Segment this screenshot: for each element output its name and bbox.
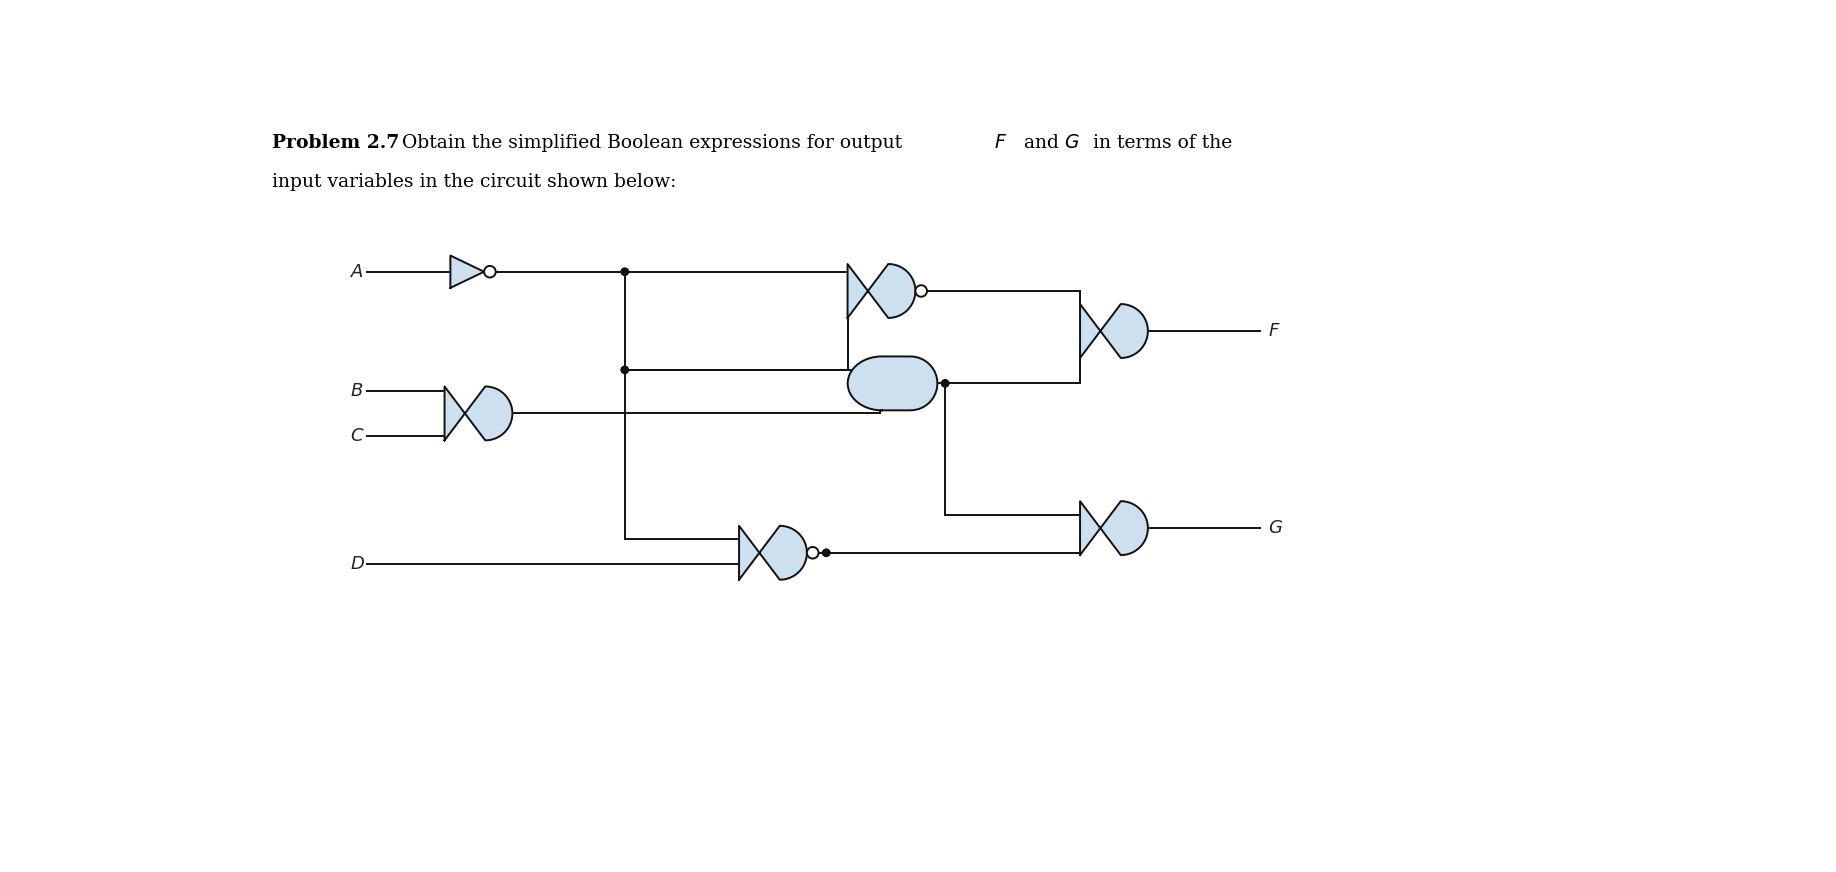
Polygon shape — [1080, 501, 1148, 555]
Text: $D$: $D$ — [349, 555, 365, 573]
Circle shape — [485, 266, 496, 277]
Circle shape — [823, 549, 830, 556]
Text: $B$: $B$ — [349, 382, 364, 400]
Text: $F$: $F$ — [995, 134, 1008, 152]
Circle shape — [916, 285, 927, 296]
Text: $A$: $A$ — [349, 262, 364, 281]
Text: and: and — [1017, 134, 1065, 152]
Polygon shape — [848, 264, 916, 318]
Polygon shape — [444, 386, 512, 440]
Circle shape — [621, 268, 628, 276]
Text: $C$: $C$ — [349, 426, 364, 445]
Text: $G$: $G$ — [1065, 134, 1080, 152]
Polygon shape — [848, 357, 938, 411]
Circle shape — [621, 366, 628, 373]
Polygon shape — [450, 255, 485, 288]
Text: Problem 2.7: Problem 2.7 — [272, 134, 400, 152]
Polygon shape — [740, 526, 806, 580]
Text: Obtain the simplified Boolean expressions for output: Obtain the simplified Boolean expression… — [389, 134, 909, 152]
Polygon shape — [1080, 304, 1148, 358]
Text: in terms of the: in terms of the — [1087, 134, 1232, 152]
Circle shape — [942, 379, 949, 387]
Text: $G$: $G$ — [1269, 519, 1283, 537]
Circle shape — [806, 547, 819, 559]
Text: input variables in the circuit shown below:: input variables in the circuit shown bel… — [272, 173, 676, 191]
Text: $F$: $F$ — [1269, 322, 1280, 340]
